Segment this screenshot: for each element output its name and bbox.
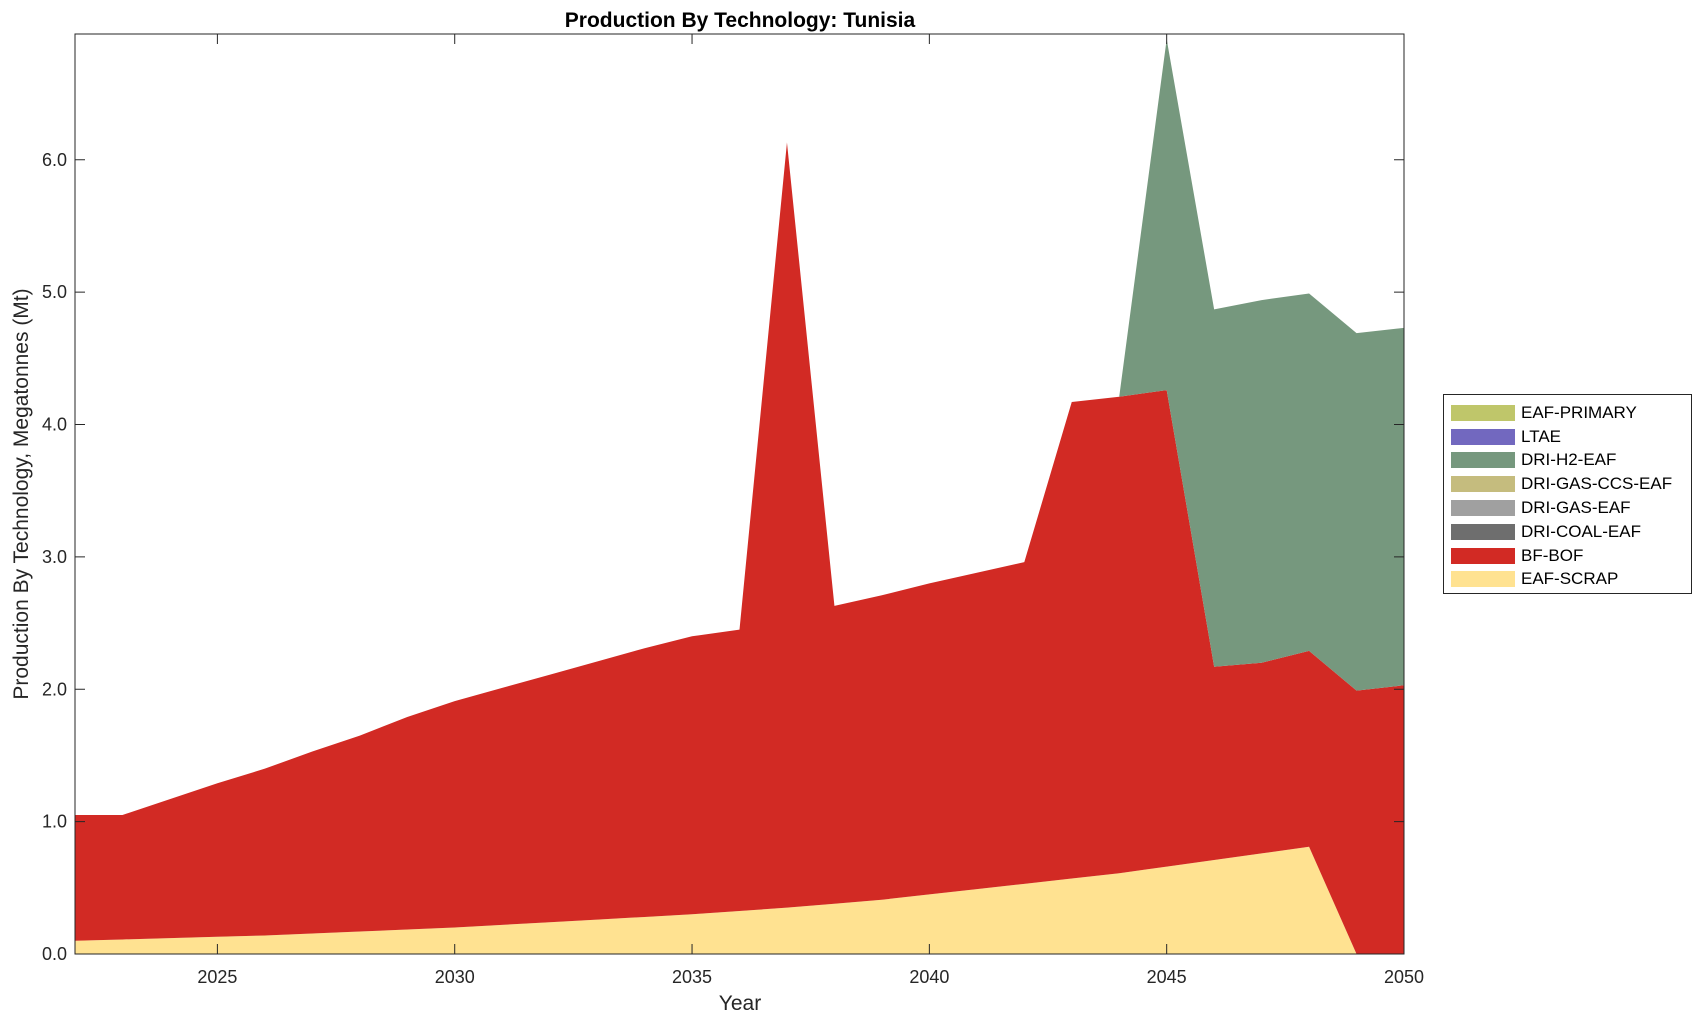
y-tick-label: 6.0 <box>42 150 67 170</box>
chart-legend: EAF-PRIMARY LTAE DRI-H2-EAF DRI-GAS-CCS-EAF… <box>1443 394 1692 594</box>
x-axis-label: Year <box>719 992 761 1015</box>
x-axis: 2025 2030 2035 2040 2045 2050 <box>197 34 1424 987</box>
area-eaf-scrap <box>75 846 1404 954</box>
x-tick-label: 2040 <box>909 967 949 987</box>
plot-frame <box>74 33 1405 955</box>
legend-swatch <box>1451 571 1515 588</box>
legend-label: EAF-PRIMARY <box>1521 402 1637 422</box>
y-tick-label: 0.0 <box>42 944 67 964</box>
y-tick-label: 5.0 <box>42 282 67 302</box>
legend-item-dri-gas-ccs-eaf: DRI-GAS-CCS-EAF <box>1451 472 1691 496</box>
x-tick-label: 2030 <box>435 967 475 987</box>
legend-swatch <box>1451 500 1515 517</box>
x-tick-label: 2045 <box>1147 967 1187 987</box>
legend-swatch <box>1451 452 1515 469</box>
legend-item-dri-gas-eaf: DRI-GAS-EAF <box>1451 496 1691 520</box>
x-tick-label: 2025 <box>197 967 237 987</box>
legend-swatch <box>1451 523 1515 540</box>
chart-title: Production By Technology: Tunisia <box>565 9 916 32</box>
area-bf-bof <box>75 142 1404 955</box>
legend-label: DRI-H2-EAF <box>1521 450 1617 470</box>
legend-label: DRI-GAS-CCS-EAF <box>1521 474 1673 494</box>
legend-item-eaf-primary: EAF-PRIMARY <box>1451 401 1691 425</box>
legend-item-ltae: LTAE <box>1451 425 1691 449</box>
y-tick-label: 4.0 <box>42 415 67 435</box>
y-tick-label: 1.0 <box>42 812 67 832</box>
area-series-group <box>75 39 1404 955</box>
legend-label: BF-BOF <box>1521 545 1584 565</box>
legend-item-bf-bof: BF-BOF <box>1451 544 1691 568</box>
y-tick-label: 3.0 <box>42 547 67 567</box>
legend-swatch <box>1451 404 1515 421</box>
legend-item-dri-coal-eaf: DRI-COAL-EAF <box>1451 520 1691 544</box>
legend-swatch <box>1451 547 1515 564</box>
legend-item-dri-h2-eaf: DRI-H2-EAF <box>1451 449 1691 473</box>
legend-swatch <box>1451 476 1515 493</box>
y-tick-label: 2.0 <box>42 679 67 699</box>
y-axis: 0.0 1.0 2.0 3.0 4.0 5.0 6.0 <box>42 150 1404 964</box>
legend-label: DRI-GAS-EAF <box>1521 498 1631 518</box>
legend-item-eaf-scrap: EAF-SCRAP <box>1451 568 1691 592</box>
legend-swatch <box>1451 428 1515 445</box>
x-tick-label: 2035 <box>672 967 712 987</box>
legend-label: LTAE <box>1521 426 1561 446</box>
y-axis-label: Production By Technology, Megatonnes (Mt… <box>10 288 33 699</box>
x-tick-label: 2050 <box>1384 967 1424 987</box>
legend-label: DRI-COAL-EAF <box>1521 521 1641 541</box>
legend-label: EAF-SCRAP <box>1521 569 1619 589</box>
